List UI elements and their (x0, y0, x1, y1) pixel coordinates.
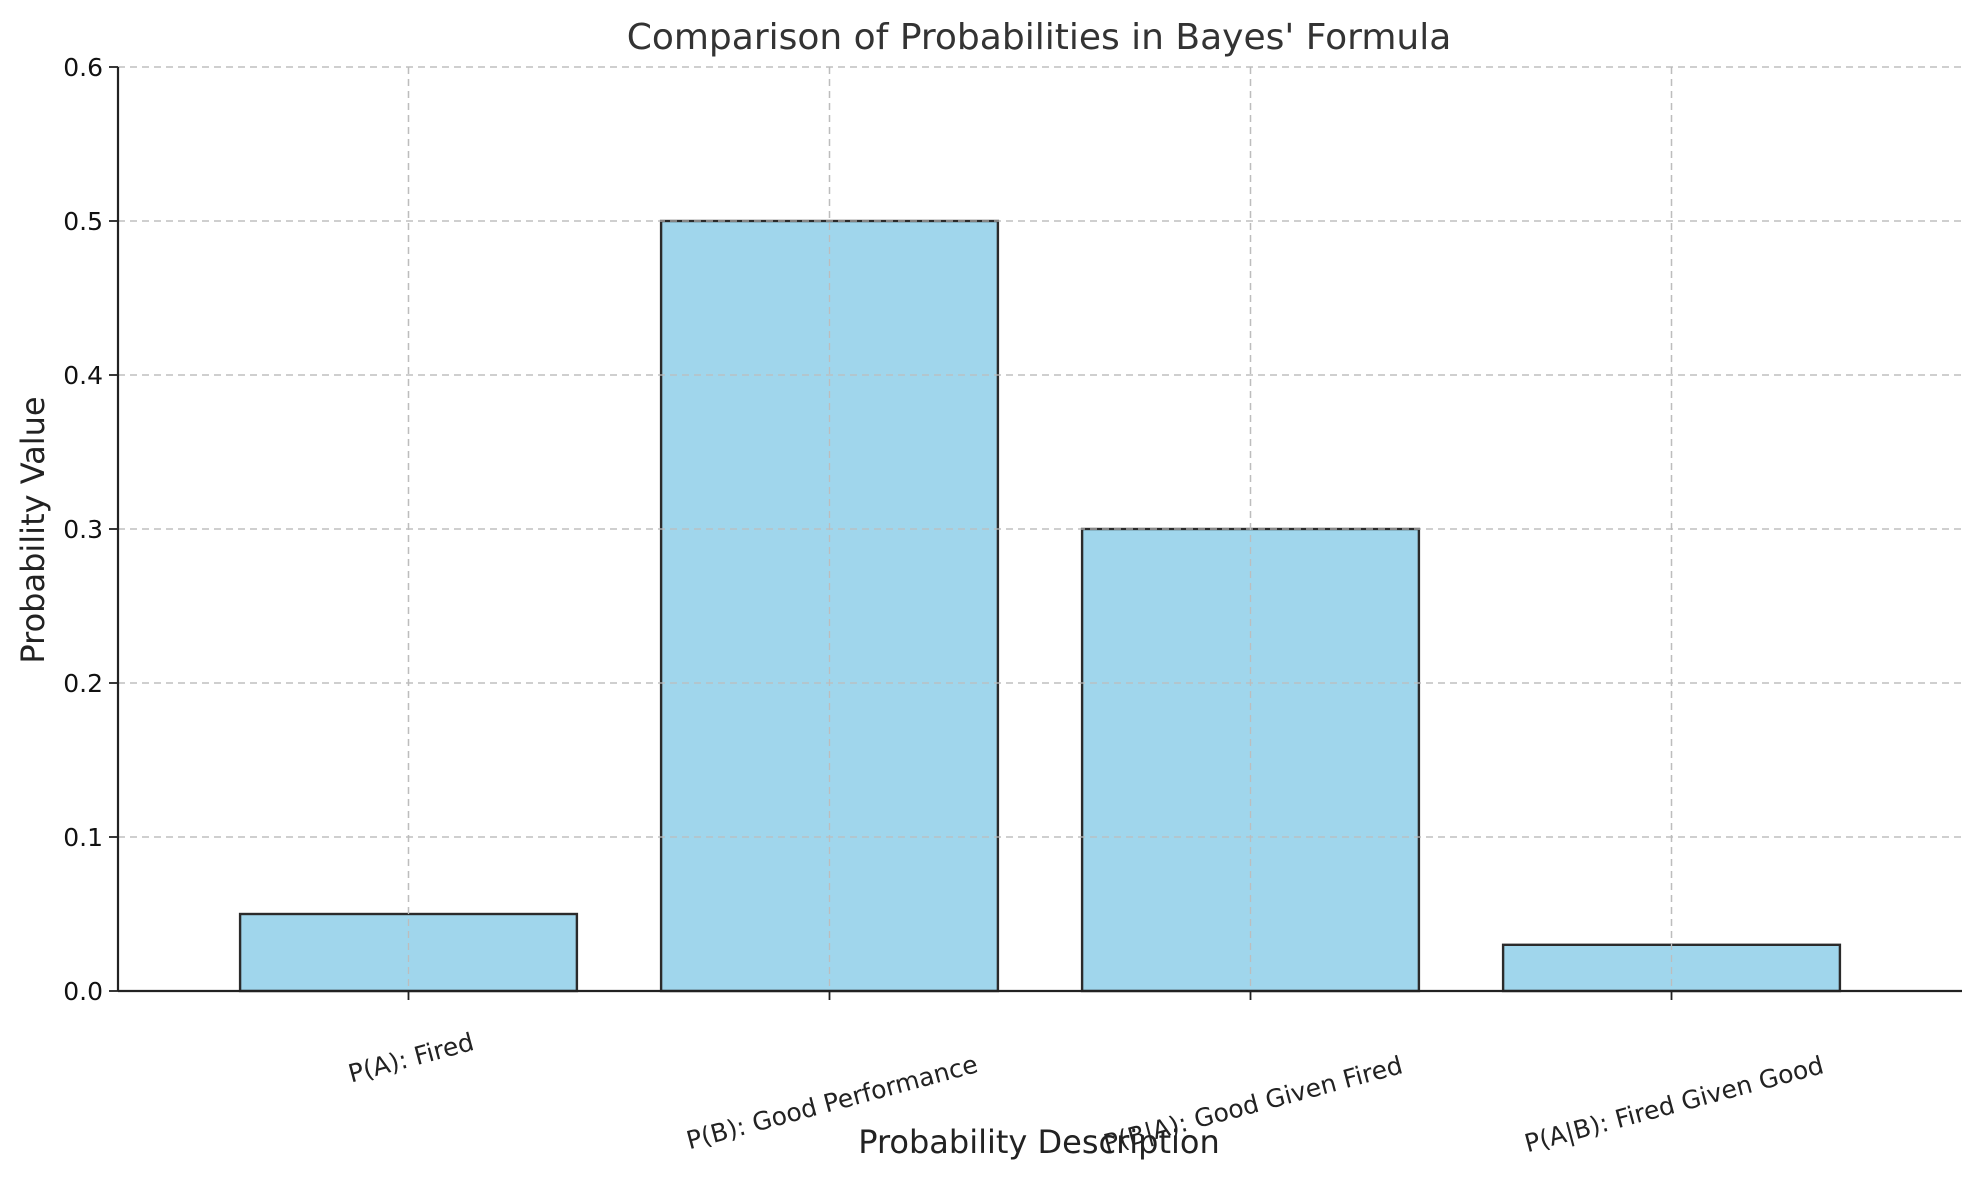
y-tick-label: 0.3 (63, 515, 103, 544)
y-tick-label: 0.6 (63, 53, 103, 82)
y-axis-label: Probability Value (14, 396, 52, 663)
y-tick-label: 0.2 (63, 669, 103, 698)
bar (238, 912, 579, 993)
x-tick-label: P(A): Fired (345, 1027, 477, 1088)
y-tick-label: 0.4 (63, 361, 103, 390)
y-tick-label: 0.0 (63, 977, 103, 1006)
y-tick-label: 0.1 (63, 823, 103, 852)
y-ticks: 0.0 0.1 0.2 0.3 0.4 0.5 0.6 (63, 53, 118, 1006)
bars (118, 66, 1962, 993)
x-axis-label: Probability Description (858, 1123, 1220, 1161)
x-tick-label: P(A|B): Fired Given Good (1521, 1050, 1826, 1158)
y-tick-label: 0.5 (63, 207, 103, 236)
chart-title: Comparison of Probabilities in Bayes' Fo… (627, 17, 1452, 58)
